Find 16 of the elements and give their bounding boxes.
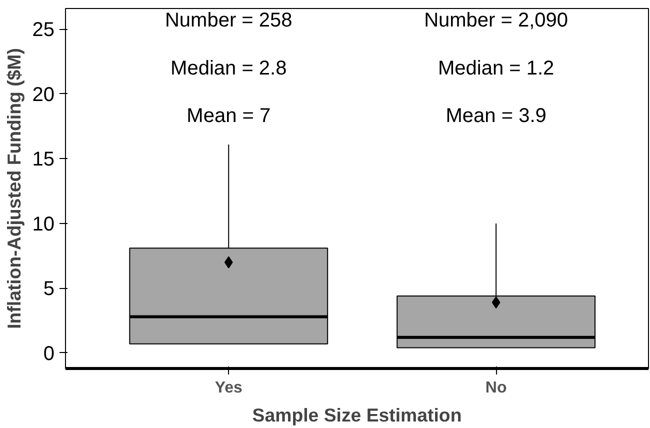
- x-axis-title: Sample Size Estimation: [252, 404, 462, 426]
- y-tick-label: 10: [32, 213, 55, 236]
- annotation: Median = 1.2: [438, 57, 554, 80]
- y-tick-label: 5: [43, 278, 54, 300]
- y-tick-label: 20: [32, 84, 55, 106]
- annotation: Median = 2.8: [170, 57, 287, 80]
- annotation: Number = 258: [164, 9, 292, 32]
- x-tick-label: Yes: [214, 380, 243, 396]
- x-tick-label: No: [485, 380, 507, 396]
- y-tick-label: 25: [32, 19, 55, 42]
- y-tick-label: 15: [32, 148, 55, 171]
- annotation: Mean = 3.9: [446, 105, 546, 128]
- y-axis-title: Inflation-Adjusted Funding ($M): [3, 48, 24, 329]
- y-tick-label: 0: [43, 342, 54, 365]
- annotation: Number = 2,090: [424, 9, 568, 32]
- annotation: Mean = 7: [186, 105, 271, 128]
